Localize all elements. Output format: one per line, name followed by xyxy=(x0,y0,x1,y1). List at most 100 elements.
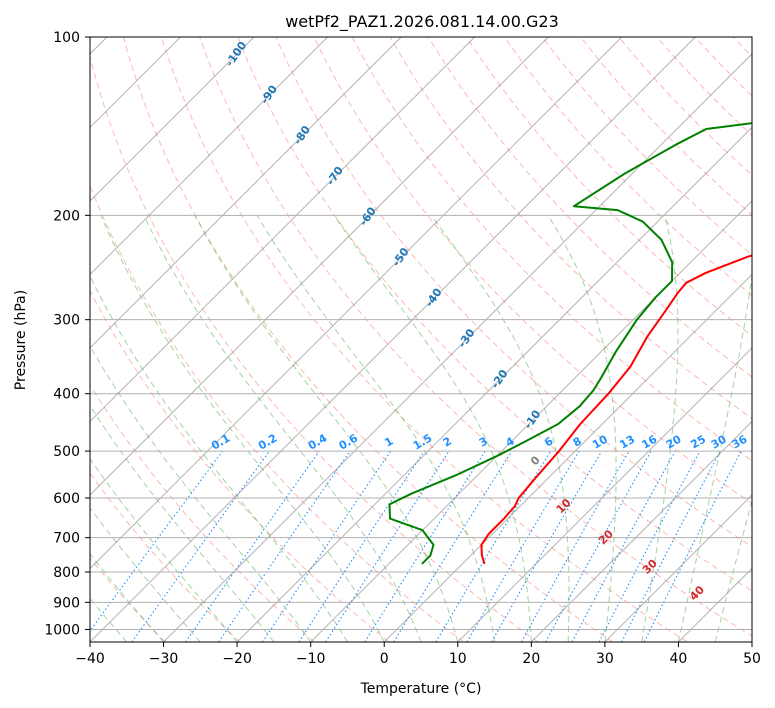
mixing-ratio-label: 0.1 xyxy=(209,432,232,453)
mixing-ratio-line xyxy=(643,450,742,642)
moist-adiabat-line xyxy=(751,640,752,642)
mixing-ratio-label: 16 xyxy=(640,432,660,451)
dry-adiabat-line xyxy=(237,37,752,592)
mixing-ratio-label: 30 xyxy=(709,432,729,451)
isotherm-line xyxy=(457,347,752,642)
isotherm-line xyxy=(751,641,752,642)
dry-adiabat-line xyxy=(351,37,752,462)
isotherm-line xyxy=(163,53,752,642)
isotherm-line xyxy=(90,37,402,349)
mixing-ratio-line xyxy=(571,450,676,642)
isotherm-line xyxy=(236,126,752,642)
x-tick-label: 50 xyxy=(743,651,761,667)
mixing-ratio-label: 2 xyxy=(441,435,454,450)
mixing-ratio-label: 0.4 xyxy=(306,431,330,452)
y-tick-label: 800 xyxy=(53,565,80,581)
moist-adiabat-line xyxy=(430,215,570,642)
moist-adiabat-label: 30 xyxy=(640,557,660,577)
mixing-ratio-line xyxy=(621,450,721,642)
isotherm-line xyxy=(90,37,623,570)
x-tick-label: 40 xyxy=(670,651,688,667)
dry-adiabat-line xyxy=(771,37,775,642)
dry-adiabat-line xyxy=(90,383,315,642)
y-tick-label: 700 xyxy=(53,531,80,547)
dry-adiabat-line xyxy=(732,37,752,58)
mixing-ratio-line xyxy=(325,450,450,642)
mixing-ratio-label: 8 xyxy=(571,435,584,450)
y-tick-label: 600 xyxy=(53,491,80,507)
mixing-ratio-line xyxy=(521,450,630,642)
dry-adiabat-label: -100 xyxy=(223,39,250,69)
dry-adiabat-line xyxy=(313,37,752,505)
dry-adiabat-line xyxy=(389,37,752,420)
isotherm-line xyxy=(678,567,752,642)
isotherm-line xyxy=(604,494,752,642)
dewpoint-profile-line xyxy=(388,122,752,565)
dry-adiabat-line xyxy=(161,37,688,642)
y-tick-label: 1000 xyxy=(44,622,80,638)
mixing-ratio-line xyxy=(298,450,425,642)
moist-adiabat-label: 20 xyxy=(596,527,616,547)
dry-adiabat-line xyxy=(90,289,390,642)
y-tick-label: 500 xyxy=(53,444,80,460)
moist-adiabat-line xyxy=(143,215,422,642)
x-axis-label: Temperature (°C) xyxy=(360,681,482,697)
y-tick-label: 400 xyxy=(53,387,80,403)
chart-title: wetPf2_PAZ1.2026.081.14.00.G23 xyxy=(285,12,559,32)
moist-adiabat-line xyxy=(677,272,752,642)
dry-adiabat-line xyxy=(122,37,613,642)
dry-adiabat-line xyxy=(275,37,752,548)
y-tick-label: 100 xyxy=(53,30,80,46)
x-tick-label: 20 xyxy=(522,651,540,667)
mixing-ratio-line xyxy=(90,450,224,632)
moist-adiabat-line xyxy=(90,553,164,642)
mixing-ratio-label: 1 xyxy=(382,435,395,450)
moist-adiabat-line xyxy=(641,215,679,642)
moist-adiabat-line xyxy=(90,344,312,642)
isotherm-line xyxy=(90,37,696,642)
x-tick-label: −40 xyxy=(75,651,105,667)
dry-adiabat-line xyxy=(503,37,752,296)
x-tick-label: −30 xyxy=(149,651,179,667)
y-tick-label: 200 xyxy=(53,208,80,224)
isotherm-line xyxy=(90,37,255,202)
mixing-ratio-label: 1.5 xyxy=(411,432,434,453)
mixing-ratio-line xyxy=(262,450,392,642)
moist-adiabat-line xyxy=(100,215,385,642)
plot-frame xyxy=(89,36,753,643)
x-tick-label: 30 xyxy=(596,651,614,667)
mixing-ratio-label: 0.2 xyxy=(256,432,279,453)
moist-adiabat-label: 40 xyxy=(687,583,707,603)
x-tick-label: 0 xyxy=(380,651,389,667)
mixing-ratio-line xyxy=(131,450,270,642)
dry-adiabat-line xyxy=(427,37,752,378)
moist-adiabat-line xyxy=(90,506,201,642)
moist-adiabat-label: 10 xyxy=(554,496,574,516)
dry-adiabat-line xyxy=(465,37,752,337)
dry-adiabat-line xyxy=(90,54,539,642)
dry-adiabat-line xyxy=(90,184,464,642)
line-labels: 0.1 0.2 0.4 0.6 1 1.5 2 3 4 6 8 10 13 16 20 25 30 36-100-… xyxy=(209,39,749,603)
isotherm-line xyxy=(90,37,549,496)
moist-adiabat-label: 0 xyxy=(528,453,543,468)
mixing-ratio-label: 20 xyxy=(664,432,684,451)
mixing-ratio-label: 13 xyxy=(617,433,637,452)
isotherm-line xyxy=(383,273,752,642)
moist-adiabat-line xyxy=(90,404,275,642)
mixing-ratio-line xyxy=(545,450,652,642)
mixing-ratio-label: 3 xyxy=(477,435,490,450)
y-axis-label: Pressure (hPa) xyxy=(13,290,29,390)
isotherm-line xyxy=(530,420,752,642)
mixing-ratio-label: 10 xyxy=(590,432,610,451)
dry-adiabat-line xyxy=(694,37,752,97)
mixing-ratio-label: 36 xyxy=(730,432,750,451)
temperature-profile-line xyxy=(480,254,752,565)
mixing-ratio-line xyxy=(364,450,486,642)
mixing-ratio-line xyxy=(218,450,351,642)
isotherm-line xyxy=(310,200,752,642)
moist-adiabat-line xyxy=(194,215,459,642)
x-tick-label: 10 xyxy=(449,651,467,667)
isotherm-line xyxy=(90,37,476,423)
x-tick-label: −10 xyxy=(296,651,326,667)
mixing-ratio-line xyxy=(393,450,513,642)
